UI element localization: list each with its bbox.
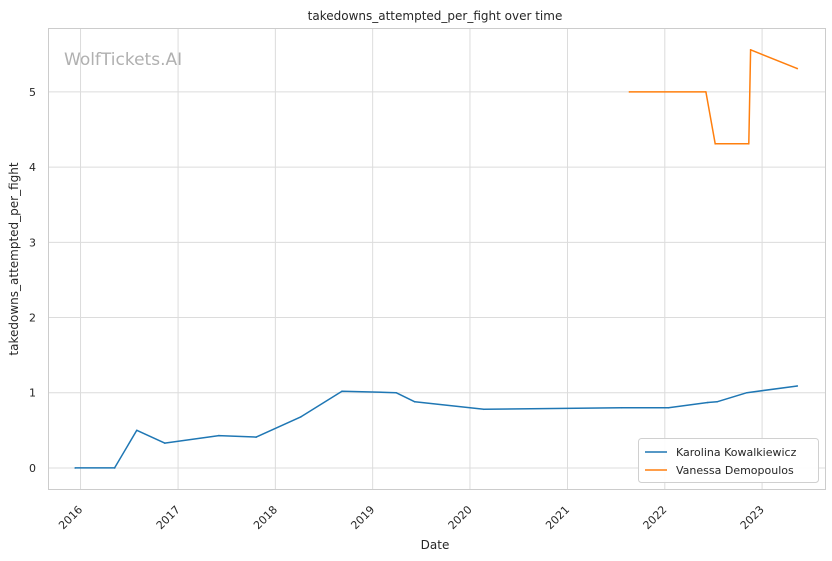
data-point <box>747 143 750 145</box>
y-axis-label: takedowns_attempted_per_fight <box>7 162 21 355</box>
y-tick-label: 1 <box>29 387 36 400</box>
series-line-1 <box>629 49 798 145</box>
x-tick-label: 2017 <box>154 503 183 532</box>
x-axis-ticks: 2016 2017 2018 2019 2020 2021 2022 2023 <box>56 503 767 532</box>
data-point <box>667 406 670 409</box>
data-point <box>218 434 220 437</box>
data-point <box>255 436 257 438</box>
data-point <box>746 391 748 394</box>
data-point <box>714 143 716 145</box>
y-axis-ticks: 0 1 2 3 4 5 <box>29 86 36 475</box>
data-point <box>113 467 116 469</box>
data-point <box>135 429 138 432</box>
y-tick-label: 2 <box>29 312 36 325</box>
data-point <box>706 401 709 404</box>
data-point <box>74 467 76 469</box>
data-point <box>796 385 799 387</box>
x-tick-label: 2019 <box>348 503 377 532</box>
data-point <box>716 400 718 403</box>
data-point <box>483 408 485 411</box>
series-lines <box>74 49 799 469</box>
legend-label-karolina: Karolina Kowalkiewicz <box>676 446 797 459</box>
data-point <box>341 390 343 393</box>
grid-lines <box>48 28 825 489</box>
legend: Karolina Kowalkiewicz Vanessa Demopoulos <box>638 438 819 483</box>
x-tick-label: 2021 <box>543 503 572 532</box>
y-tick-label: 3 <box>29 236 36 249</box>
legend-box <box>638 438 819 483</box>
data-point <box>749 49 752 51</box>
data-point <box>796 67 799 70</box>
data-point <box>300 416 302 418</box>
data-point <box>705 91 707 93</box>
watermark: WolfTickets.AI <box>64 50 182 70</box>
x-tick-label: 2020 <box>446 503 475 532</box>
x-tick-label: 2022 <box>641 503 670 532</box>
x-tick-label: 2016 <box>56 503 85 532</box>
plot-area <box>48 28 826 490</box>
data-point <box>628 91 631 93</box>
x-tick-label: 2023 <box>738 503 767 532</box>
data-point <box>395 391 397 394</box>
data-point <box>163 442 166 444</box>
data-point <box>621 406 623 409</box>
x-axis-label: Date <box>421 538 450 552</box>
y-tick-label: 0 <box>29 462 36 475</box>
legend-label-vanessa: Vanessa Demopoulos <box>676 464 794 477</box>
x-tick-label: 2018 <box>251 503 280 532</box>
data-point <box>413 400 416 403</box>
y-tick-label: 5 <box>29 86 36 99</box>
chart-title: takedowns_attempted_per_fight over time <box>308 9 563 23</box>
y-tick-label: 4 <box>29 161 36 174</box>
